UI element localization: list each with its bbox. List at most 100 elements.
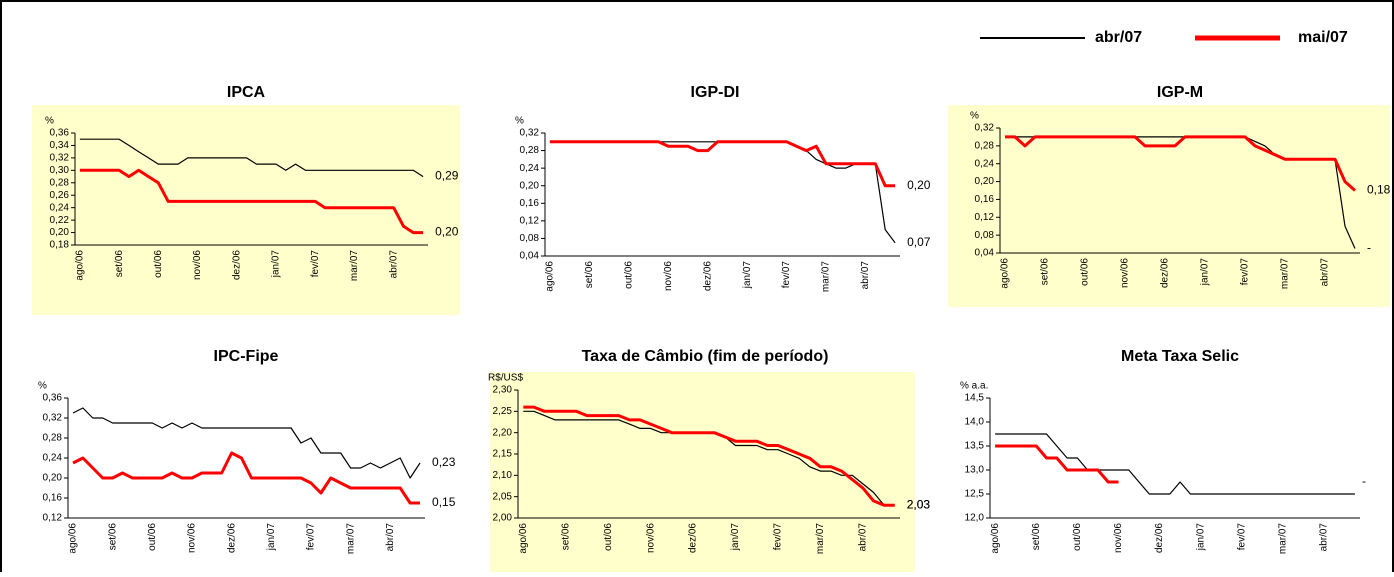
panel-background: [32, 105, 460, 315]
x-tick-label: dez/06: [226, 523, 237, 553]
x-tick-label: abr/07: [388, 250, 399, 279]
x-tick-label: nov/06: [192, 250, 203, 280]
x-tick-label: mar/07: [349, 250, 360, 282]
y-tick-label: 2,00: [493, 513, 513, 524]
y-unit: %: [45, 116, 54, 127]
chart-title: IGP-M: [1157, 84, 1203, 101]
series-line: [79, 168, 424, 235]
y-tick-label: 0,20: [520, 180, 540, 191]
chart-title: Meta Taxa Selic: [1121, 348, 1239, 365]
x-tick-label: jan/07: [271, 250, 282, 279]
y-tick-label: 13,0: [965, 465, 985, 476]
y-tick-label: 0,32: [520, 128, 540, 139]
series-line: [549, 140, 896, 188]
series-line: [79, 138, 424, 178]
y-tick-label: 0,12: [43, 513, 63, 524]
x-tick-label: fev/07: [1236, 523, 1247, 551]
x-tick-label: nov/06: [663, 261, 674, 291]
x-tick-label: mar/07: [815, 523, 826, 555]
chart-title: IGP-DI: [691, 84, 740, 101]
x-tick-label: out/06: [623, 261, 634, 289]
x-tick-label: set/06: [114, 250, 125, 278]
legend-label: mai/07: [1298, 29, 1348, 46]
y-tick-label: 0,22: [50, 215, 70, 226]
x-tick-label: jan/07: [266, 523, 277, 552]
x-tick-label: dez/06: [1154, 523, 1165, 553]
y-tick-label: 0,18: [50, 240, 70, 251]
y-tick-label: 0,24: [975, 158, 995, 169]
end-label: 2,03: [907, 497, 931, 511]
y-tick-label: 14,5: [965, 393, 985, 404]
y-tick-label: 13,5: [965, 441, 985, 452]
y-tick-label: 0,32: [50, 153, 70, 164]
end-label: 0,20: [907, 178, 931, 192]
x-tick-label: jan/07: [730, 523, 741, 552]
x-tick-label: fev/07: [310, 250, 321, 278]
y-tick-label: 2,05: [493, 491, 513, 502]
y-tick-label: 14,0: [965, 417, 985, 428]
x-tick-label: set/06: [107, 523, 118, 551]
y-tick-label: 0,20: [43, 473, 63, 484]
x-tick-label: fev/07: [1240, 258, 1251, 286]
y-unit: %: [38, 381, 47, 392]
legend-label: abr/07: [1095, 29, 1142, 46]
x-tick-label: ago/06: [68, 523, 79, 554]
x-tick-label: out/06: [1080, 258, 1091, 286]
y-tick-label: 0,32: [975, 123, 995, 134]
x-tick-label: nov/06: [1120, 258, 1131, 288]
x-tick-label: out/06: [147, 523, 158, 551]
y-tick-label: 0,24: [520, 163, 540, 174]
y-unit: R$/US$: [488, 373, 523, 384]
x-tick-label: out/06: [603, 523, 614, 551]
series-line: [72, 451, 420, 505]
x-tick-label: abr/07: [1320, 258, 1331, 287]
y-tick-label: 2,10: [493, 470, 513, 481]
y-tick-label: 0,04: [975, 248, 995, 259]
y-unit: % a.a.: [960, 381, 988, 392]
x-tick-label: nov/06: [1113, 523, 1124, 553]
x-tick-label: set/06: [1040, 258, 1051, 286]
series-line: [995, 433, 1355, 495]
x-tick-label: jan/07: [1200, 258, 1211, 287]
series-line: [549, 141, 896, 244]
end-label: 0,15: [432, 495, 456, 509]
x-tick-label: ago/06: [75, 250, 86, 281]
x-tick-label: out/06: [153, 250, 164, 278]
x-tick-label: fev/07: [773, 523, 784, 551]
x-tick-label: set/06: [560, 523, 571, 551]
end-label: -: [1362, 474, 1366, 488]
y-tick-label: 0,28: [50, 177, 70, 188]
chart-title: IPCA: [227, 84, 266, 101]
end-label: 0,29: [435, 169, 459, 183]
x-tick-label: set/06: [1031, 523, 1042, 551]
y-tick-label: 2,15: [493, 449, 513, 460]
y-tick-label: 2,20: [493, 427, 513, 438]
x-tick-label: ago/06: [990, 523, 1001, 554]
x-tick-label: set/06: [584, 261, 595, 289]
y-tick-label: 0,26: [50, 190, 70, 201]
x-tick-label: nov/06: [645, 523, 656, 553]
x-tick-label: abr/07: [860, 261, 871, 290]
chart-title: Taxa de Câmbio (fim de período): [582, 348, 829, 365]
y-tick-label: 0,36: [43, 393, 63, 404]
x-tick-label: abr/07: [385, 523, 396, 552]
x-tick-label: dez/06: [231, 250, 242, 280]
y-tick-label: 12,5: [965, 489, 985, 500]
y-tick-label: 12,0: [965, 513, 985, 524]
y-tick-label: 0,20: [50, 227, 70, 238]
end-label: -: [1367, 241, 1371, 255]
y-tick-label: 0,30: [50, 165, 70, 176]
y-tick-label: 0,24: [50, 202, 70, 213]
x-tick-label: mar/07: [345, 523, 356, 555]
end-label: 0,18: [1367, 183, 1391, 197]
y-tick-label: 0,28: [43, 433, 63, 444]
series-line: [1005, 135, 1356, 192]
panel-background: [490, 372, 915, 572]
series-line: [995, 444, 1119, 484]
end-label: 0,23: [432, 455, 456, 469]
x-tick-label: mar/07: [1278, 523, 1289, 555]
end-label: 0,20: [435, 225, 459, 239]
x-tick-label: jan/07: [742, 261, 753, 290]
y-tick-label: 0,12: [520, 215, 540, 226]
